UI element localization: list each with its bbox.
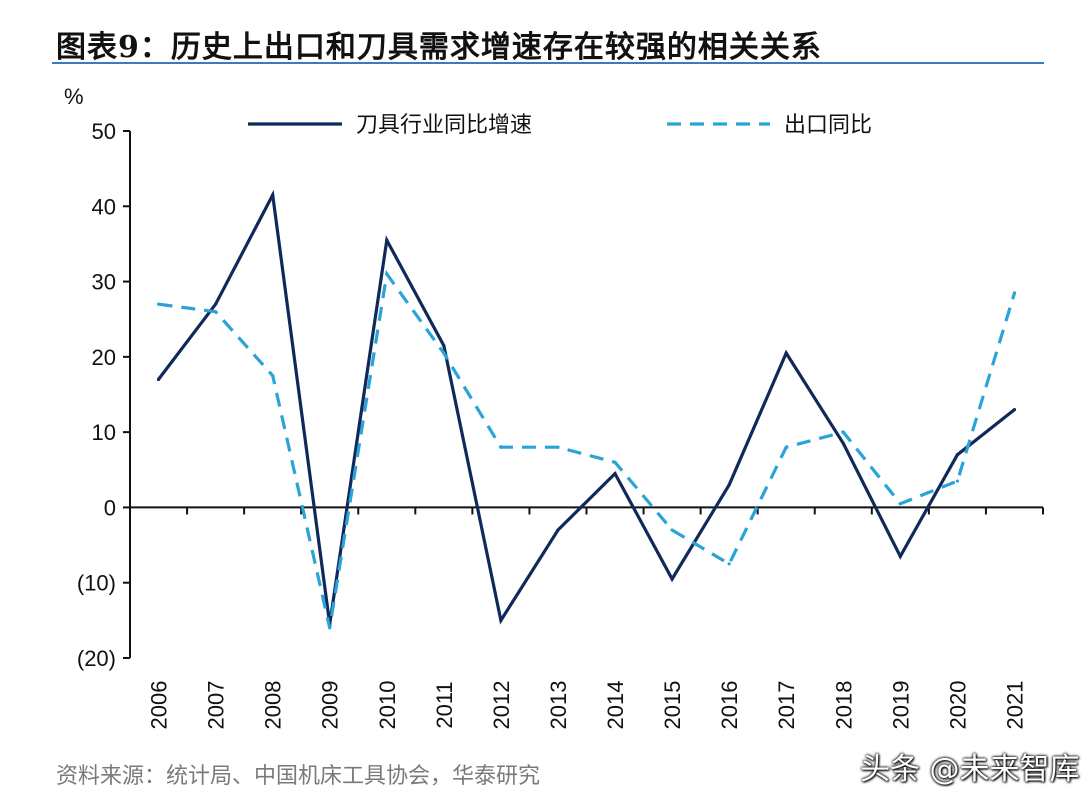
y-axis-unit-label: % [64, 84, 84, 109]
y-tick-label: 50 [92, 119, 116, 144]
y-tick-label: 0 [104, 495, 116, 520]
source-note: 资料来源：统计局、中国机床工具协会，华泰研究 [56, 764, 541, 789]
x-tick-label: 2008 [261, 681, 286, 730]
data-point [213, 310, 218, 314]
x-tick-label: 2017 [774, 681, 799, 730]
data-point [898, 502, 902, 506]
legend-label: 刀具行业同比增速 [356, 113, 532, 138]
series-line-export-yoy [158, 269, 1017, 629]
x-tick-label: 2012 [489, 681, 514, 730]
x-tick-label: 2011 [432, 681, 457, 728]
y-tick-label: 30 [92, 270, 116, 295]
y-axis: % 50 40 30 20 10 0 (10) (20) [64, 84, 131, 671]
data-point [613, 471, 617, 476]
data-point [156, 377, 161, 382]
data-point [328, 626, 332, 630]
y-tick-label: (10) [77, 571, 116, 596]
data-point [670, 528, 674, 532]
data-point [442, 343, 446, 348]
y-tick-label: (20) [77, 646, 116, 671]
data-point [955, 479, 960, 483]
chart-title: 图表9：历史上出口和刀具需求增速存在较强的相关关系 [56, 30, 822, 65]
x-tick-label: 2007 [204, 681, 229, 730]
data-point [670, 577, 674, 581]
y-tick-label: 40 [92, 194, 116, 219]
data-point [271, 374, 275, 378]
data-point [955, 453, 960, 457]
x-tick-label: 2009 [318, 681, 343, 730]
data-point [499, 445, 503, 449]
series-layer [156, 189, 1017, 630]
x-tick-label: 2020 [945, 681, 970, 730]
data-point [556, 445, 560, 449]
data-point [499, 618, 503, 622]
data-point [385, 238, 389, 242]
data-point [898, 554, 902, 558]
x-tick-label: 2006 [147, 681, 172, 730]
data-point [213, 302, 218, 306]
data-point [156, 302, 161, 306]
x-tick-label: 2014 [603, 681, 628, 730]
x-axis: 2006 2007 2008 2009 2010 2011 2012 2013 2014 2015… [130, 506, 1044, 730]
data-point [613, 460, 617, 464]
title-divider [52, 62, 1044, 64]
data-point [841, 430, 845, 434]
data-point [556, 528, 560, 532]
series-line-tool-growth [157, 189, 1016, 625]
data-point [727, 483, 731, 487]
data-point [841, 441, 845, 446]
data-point [442, 351, 446, 355]
legend-label: 出口同比 [784, 113, 872, 138]
data-point [784, 351, 788, 355]
x-tick-label: 2021 [1002, 681, 1027, 730]
y-tick-label: 10 [92, 420, 116, 445]
x-tick-label: 2015 [660, 681, 685, 730]
x-tick-label: 2019 [888, 681, 913, 730]
x-tick-label: 2018 [831, 681, 856, 730]
data-point [784, 445, 788, 449]
data-point [385, 272, 389, 276]
data-point [271, 193, 275, 197]
data-point [1012, 407, 1017, 412]
data-point [1012, 291, 1017, 295]
y-tick-label: 20 [92, 345, 116, 370]
watermark: 头条 @未来智库 [860, 752, 1080, 787]
x-tick-label: 2013 [546, 681, 571, 730]
legend: 刀具行业同比增速 出口同比 [248, 113, 872, 138]
x-tick-label: 2016 [717, 681, 742, 730]
x-tick-label: 2010 [375, 681, 400, 730]
data-point [727, 562, 731, 566]
